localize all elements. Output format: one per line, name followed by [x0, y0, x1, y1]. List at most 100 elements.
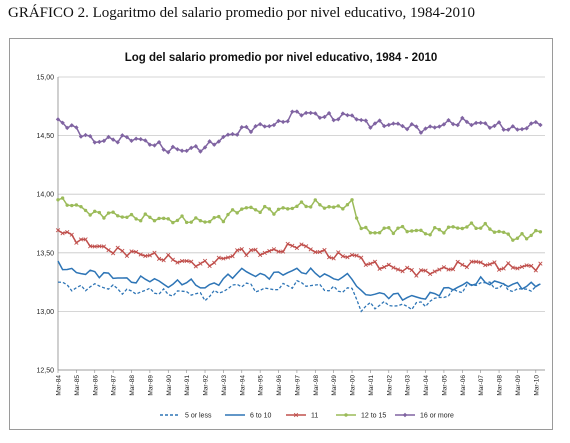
- data-point: [138, 219, 143, 223]
- data-point: [74, 203, 79, 207]
- data-point: [244, 124, 249, 130]
- data-point: [184, 220, 189, 225]
- x-tick-label: Mar-91: [184, 375, 191, 396]
- y-tick-label: 14,50: [36, 133, 54, 140]
- data-point: [409, 121, 414, 127]
- data-point: [478, 260, 483, 265]
- data-point: [253, 124, 258, 129]
- data-point: [189, 145, 194, 151]
- legend-item: 6 to 10: [225, 413, 272, 420]
- data-point: [441, 265, 447, 270]
- data-point: [437, 124, 442, 129]
- data-point: [317, 249, 322, 255]
- data-point: [111, 210, 115, 214]
- data-point: [102, 216, 106, 220]
- series-11: [55, 228, 543, 278]
- data-point: [116, 214, 120, 218]
- data-point: [129, 212, 134, 217]
- data-point: [69, 232, 74, 237]
- data-point: [519, 264, 525, 269]
- x-tick-label: Mar-87: [111, 375, 118, 396]
- legend-item: 11: [286, 413, 318, 420]
- data-point: [152, 143, 157, 148]
- data-point: [299, 200, 304, 204]
- data-point: [267, 123, 272, 129]
- data-point: [230, 208, 235, 212]
- series-group: [55, 109, 543, 313]
- data-point: [175, 218, 180, 223]
- data-point: [400, 123, 405, 129]
- data-point: [258, 210, 262, 215]
- data-point: [405, 229, 409, 234]
- data-point: [207, 263, 212, 269]
- data-point: [473, 120, 479, 126]
- data-point: [446, 267, 451, 272]
- data-point: [267, 207, 272, 211]
- data-point: [88, 213, 92, 217]
- data-point: [386, 262, 391, 267]
- data-point: [249, 205, 253, 210]
- data-point: [340, 111, 346, 116]
- data-point: [179, 258, 185, 264]
- data-point: [381, 123, 387, 129]
- y-tick-label: 13,50: [36, 250, 54, 257]
- data-point: [271, 122, 277, 128]
- data-point: [226, 212, 230, 217]
- data-point: [101, 244, 107, 249]
- series-line: [57, 229, 542, 277]
- data-point: [180, 214, 184, 218]
- data-point: [88, 244, 93, 249]
- data-point: [359, 226, 363, 231]
- data-point: [341, 207, 345, 211]
- series-line: [57, 197, 541, 242]
- data-point: [432, 269, 437, 274]
- data-point: [171, 220, 175, 225]
- data-point: [511, 238, 515, 242]
- data-point: [184, 258, 189, 264]
- data-point: [299, 113, 304, 118]
- data-point: [115, 245, 120, 250]
- data-point: [179, 148, 185, 153]
- data-point: [359, 117, 364, 123]
- legend-label: 6 to 10: [250, 413, 272, 420]
- data-point: [469, 122, 474, 128]
- data-point: [97, 139, 102, 145]
- data-point: [414, 228, 419, 233]
- data-point: [170, 257, 175, 262]
- data-point: [349, 252, 355, 258]
- data-point: [235, 248, 240, 253]
- data-point: [175, 147, 180, 152]
- data-point: [322, 114, 327, 120]
- data-point: [152, 219, 157, 223]
- data-point: [65, 229, 70, 235]
- series-12-to-15: [56, 196, 543, 242]
- data-point: [400, 224, 405, 229]
- data-point: [455, 259, 460, 264]
- data-point: [354, 216, 359, 220]
- data-point: [529, 121, 534, 126]
- data-point: [290, 243, 295, 248]
- data-point: [524, 237, 529, 241]
- data-point: [363, 262, 368, 268]
- data-point: [336, 250, 341, 255]
- data-point: [293, 412, 299, 418]
- y-tick-label: 13,00: [36, 309, 54, 316]
- data-point: [170, 144, 176, 150]
- data-point: [432, 125, 437, 130]
- data-point: [262, 250, 267, 255]
- x-tick-label: Mar-94: [239, 375, 246, 396]
- data-point: [359, 255, 364, 260]
- data-point: [405, 265, 410, 270]
- data-point: [290, 206, 295, 211]
- data-point: [529, 233, 533, 238]
- data-point: [83, 237, 88, 242]
- data-point: [404, 126, 410, 132]
- data-point: [474, 226, 478, 231]
- data-point: [331, 256, 336, 261]
- x-tick-label: Mar-10: [533, 375, 540, 396]
- data-point: [533, 119, 539, 125]
- data-point: [327, 205, 331, 209]
- data-point: [483, 121, 488, 126]
- data-point: [501, 127, 506, 132]
- data-point: [455, 122, 460, 128]
